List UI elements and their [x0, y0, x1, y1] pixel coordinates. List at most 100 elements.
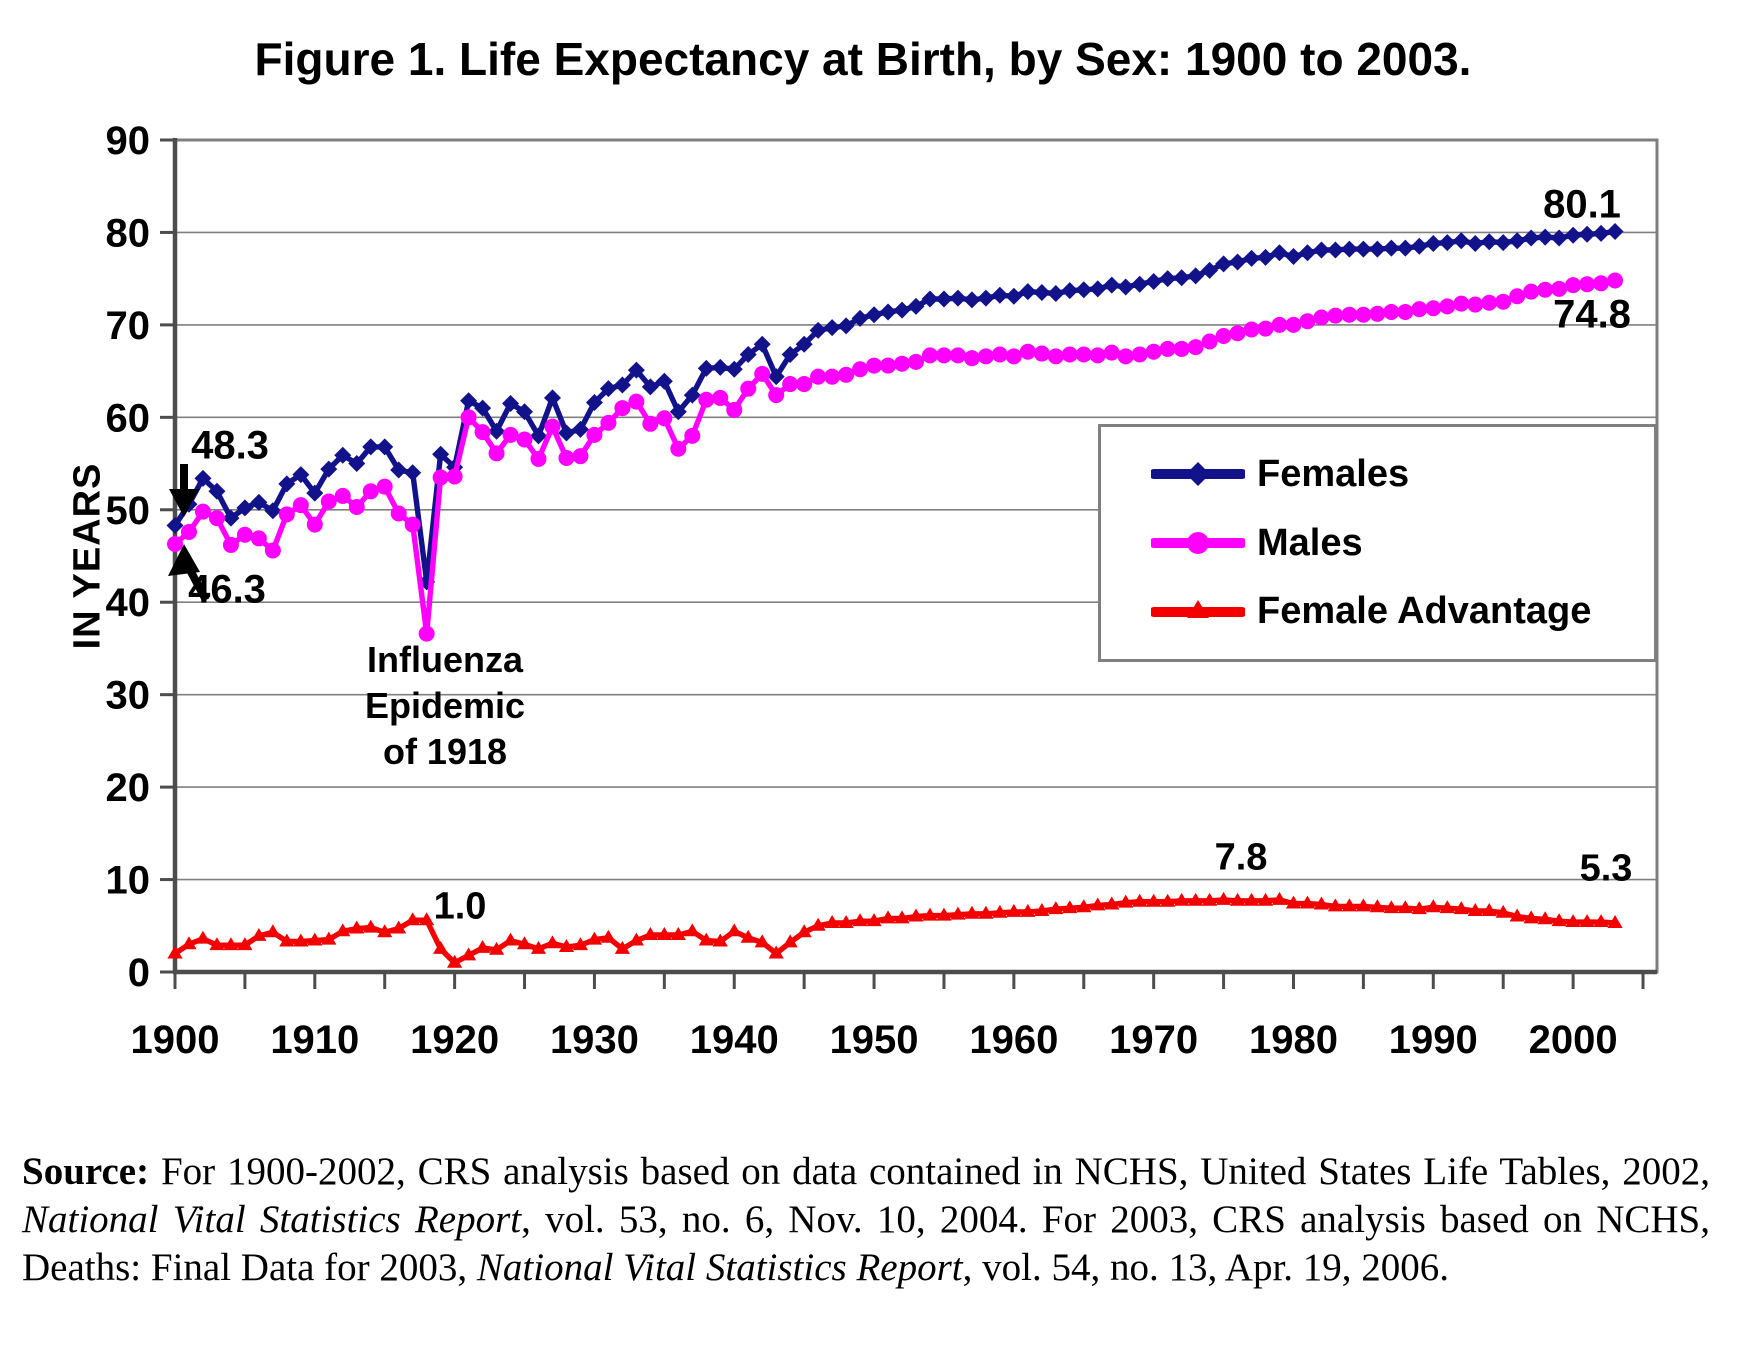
data-point-males-1982 [1313, 309, 1330, 326]
data-point-females-1956 [949, 289, 967, 307]
data-point-female-advantage-1931 [600, 929, 617, 943]
data-point-female-advantage-1967 [1104, 896, 1120, 910]
data-point-males-1990 [1425, 300, 1442, 317]
data-point-males-1978 [1257, 320, 1274, 337]
data-point-female-advantage-1962 [1034, 902, 1050, 916]
data-point-females-2002 [1592, 224, 1610, 242]
data-point-males-1941 [740, 380, 757, 397]
data-point-males-1935 [656, 410, 673, 427]
data-point-males-1903 [208, 510, 225, 527]
data-point-female-advantage-1953 [908, 908, 924, 922]
data-point-females-1922 [474, 399, 492, 417]
data-point-females-1955 [935, 290, 953, 308]
data-point-males-1904 [222, 536, 239, 553]
y-tick-label-60: 60 [106, 396, 151, 440]
source-publication-title: National Vital Statistics Report [22, 1198, 522, 1241]
data-point-female-advantage-1950 [866, 913, 882, 927]
data-point-female-advantage-1930 [586, 931, 603, 945]
data-point-females-1949 [851, 309, 869, 327]
data-point-female-advantage-1934 [642, 927, 658, 940]
data-point-females-1980 [1284, 247, 1302, 265]
data-point-males-1994 [1481, 294, 1498, 311]
data-point-female-advantage-1915 [377, 924, 393, 938]
data-point-females-1930 [585, 394, 603, 412]
data-point-males-1967 [1103, 344, 1120, 361]
data-point-males-1992 [1453, 295, 1470, 312]
data-point-female-advantage-1968 [1118, 894, 1134, 908]
data-point-males-1998 [1537, 281, 1554, 298]
data-point-female-advantage-1957 [964, 905, 980, 919]
data-point-males-1993 [1467, 296, 1484, 313]
data-point-females-1960 [1005, 287, 1023, 305]
data-point-female-advantage-1964 [1062, 900, 1078, 914]
data-point-female-advantage-1925 [516, 936, 533, 950]
data-point-females-1935 [655, 372, 673, 390]
data-point-female-advantage-1945 [796, 924, 812, 938]
y-tick-label-20: 20 [106, 766, 151, 810]
data-point-males-1945 [796, 376, 813, 393]
data-point-males-1971 [1159, 340, 1176, 357]
data-point-females-1924 [502, 394, 520, 412]
x-tick-label-1990: 1990 [1389, 1018, 1478, 1062]
data-point-female-advantage-1991 [1439, 900, 1455, 914]
data-point-females-1987 [1382, 239, 1400, 257]
annotation-females-1900: 48.3 [191, 423, 269, 468]
data-point-females-1940 [725, 360, 743, 378]
data-point-female-advantage-1983 [1327, 898, 1344, 912]
data-point-females-1952 [893, 301, 911, 319]
data-point-females-1957 [963, 291, 981, 309]
data-point-female-advantage-1911 [321, 931, 337, 945]
data-point-females-1933 [627, 361, 645, 379]
y-tick-label-50: 50 [106, 489, 151, 533]
data-point-female-advantage-1998 [1537, 911, 1553, 925]
data-point-females-1967 [1103, 276, 1121, 294]
y-tick-label-70: 70 [106, 304, 151, 348]
data-point-males-1961 [1019, 343, 1036, 360]
data-point-female-advantage-1904 [223, 937, 239, 951]
data-point-females-1997 [1522, 229, 1540, 247]
x-tick-label-1900: 1900 [131, 1018, 220, 1062]
x-tick-label-1910: 1910 [270, 1018, 359, 1062]
data-point-males-1932 [614, 400, 631, 417]
data-point-female-advantage-1948 [838, 915, 854, 928]
data-point-female-advantage-1903 [209, 937, 225, 951]
data-point-males-1919 [432, 469, 449, 486]
data-point-males-1989 [1411, 301, 1428, 318]
y-axis-title: IN YEARS [66, 462, 109, 650]
series-line [173, 897, 1616, 966]
data-point-female-advantage-1932 [614, 940, 630, 954]
data-point-males-1985 [1355, 306, 1372, 323]
data-point-males-1911 [320, 493, 337, 510]
data-point-female-advantage-1923 [488, 941, 505, 955]
data-point-female-advantage-2000 [1565, 914, 1581, 928]
data-point-female-advantage-1927 [544, 935, 561, 949]
data-point-females-1958 [977, 289, 995, 307]
data-point-males-1997 [1523, 283, 1540, 300]
data-point-females-1905 [236, 499, 254, 517]
data-point-males-1999 [1551, 280, 1568, 297]
annotation-advantage-peak: 7.8 [1214, 836, 1268, 879]
y-tick-label-80: 80 [106, 211, 151, 255]
data-point-males-1947 [824, 368, 841, 385]
data-point-females-1962 [1033, 284, 1051, 302]
data-point-females-1942 [753, 335, 771, 353]
data-point-males-1951 [880, 357, 897, 374]
annotation-males-2003: 74.8 [1553, 292, 1631, 337]
y-tick-label-40: 40 [106, 581, 151, 625]
data-point-female-advantage-1987 [1383, 900, 1399, 914]
data-point-males-1963 [1047, 348, 1064, 365]
annotation-influenza-line2: Epidemic [364, 685, 526, 726]
data-point-female-advantage-1973 [1188, 892, 1204, 906]
data-point-females-1944 [781, 345, 799, 363]
data-point-females-1964 [1061, 282, 1079, 300]
data-point-males-1936 [670, 440, 687, 457]
data-point-female-advantage-1976 [1229, 892, 1246, 906]
data-point-female-advantage-1941 [740, 929, 756, 943]
legend-marker [1187, 599, 1209, 618]
data-point-males-1991 [1439, 298, 1456, 315]
data-point-males-1955 [935, 347, 952, 364]
legend-item-female-advantage: Female Advantage [1151, 590, 1654, 633]
data-point-female-advantage-1944 [782, 934, 798, 948]
source-label: Source: [22, 1150, 150, 1193]
data-point-female-advantage-1906 [251, 927, 267, 941]
